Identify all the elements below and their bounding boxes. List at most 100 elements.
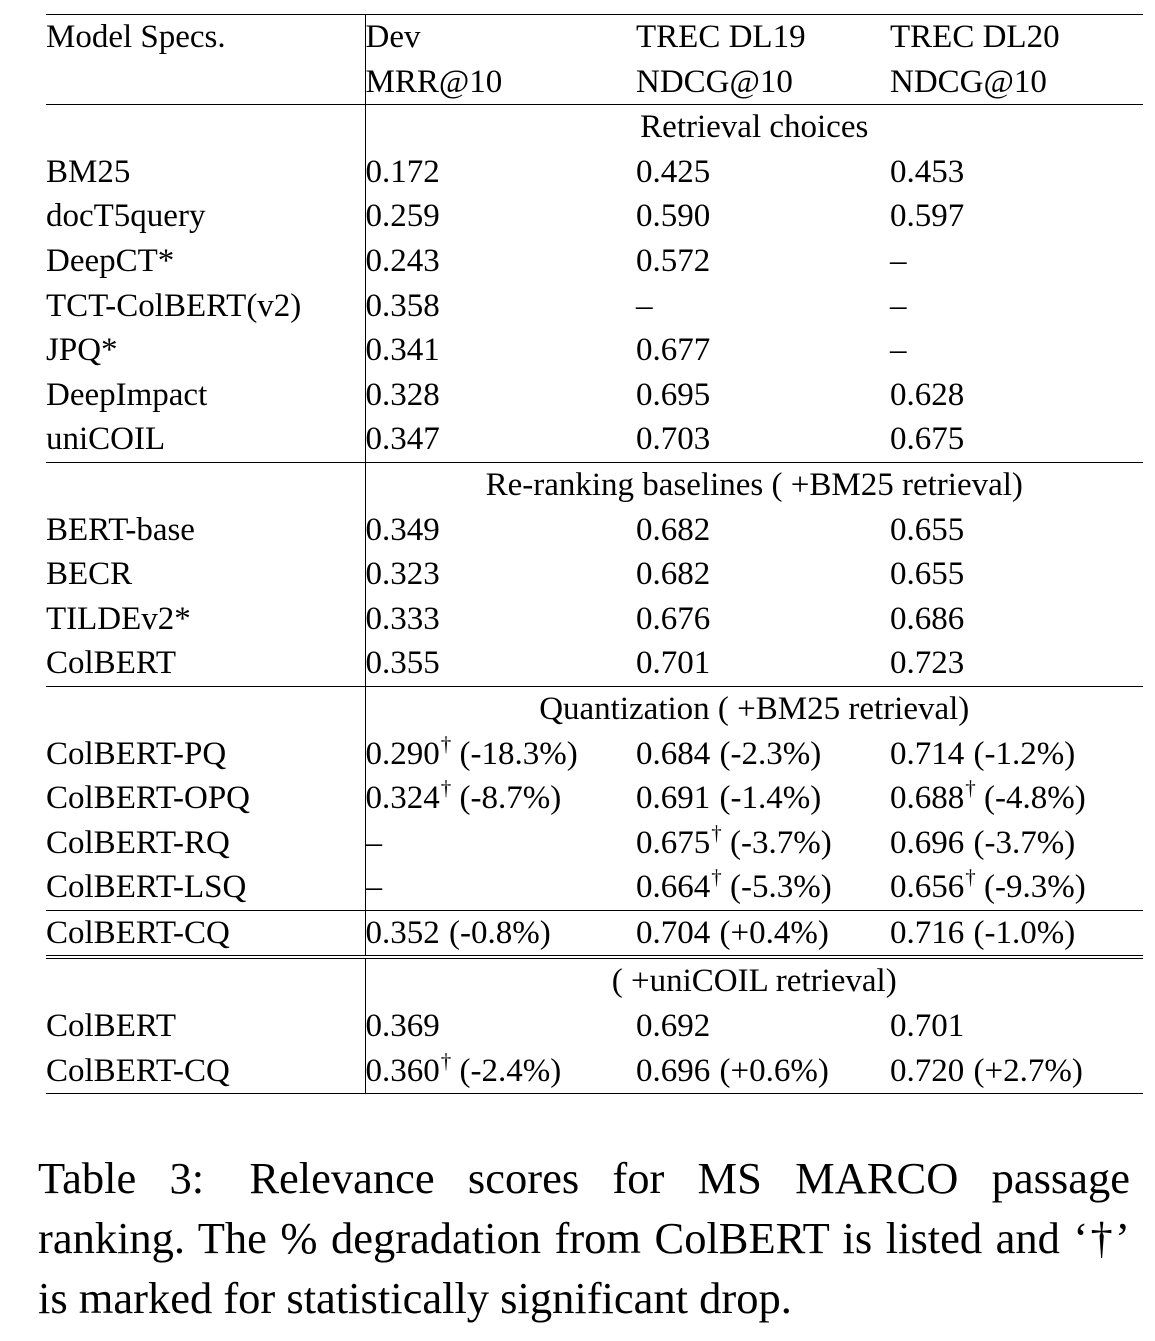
model-name: ColBERT <box>46 1004 366 1049</box>
dl19-ndcg-delta: (-1.4%) <box>719 780 822 817</box>
dl20-ndcg: – <box>890 239 1143 284</box>
section-header-row: Quantization ( +BM25 retrieval) <box>46 685 1143 732</box>
model-name: ColBERT <box>46 641 366 687</box>
table-row: docT5query 0.259 0.590 0.597 <box>46 194 1143 239</box>
dl19-ndcg-value: 0.425 <box>636 153 711 190</box>
dl19-ndcg: 0.676 <box>636 597 890 642</box>
dl19-ndcg: 0.425 <box>636 150 890 195</box>
section-header-row: ( +uniCOIL retrieval) <box>46 955 1143 1005</box>
model-name: JPQ* <box>46 328 366 373</box>
dev-mrr: 0.172 <box>365 150 636 195</box>
dl19-ndcg: 0.675† (-3.7%) <box>636 821 890 866</box>
model-name: TCT-ColBERT(v2) <box>46 283 366 329</box>
dl19-ndcg: 0.692 <box>636 1004 890 1049</box>
dl20-ndcg: 0.688† (-4.8%) <box>890 776 1143 821</box>
dl19-ndcg-value: 0.696 <box>636 1052 711 1089</box>
dl20-ndcg-value: – <box>890 332 907 369</box>
dl19-ndcg: 0.682 <box>636 508 890 553</box>
results-table: Model Specs. Dev TREC DL19 TREC DL20 MRR… <box>46 13 1143 1095</box>
dl20-ndcg: 0.686 <box>890 597 1143 642</box>
table-row: ColBERT 0.369 0.692 0.701 <box>46 1004 1143 1049</box>
dl20-ndcg: – <box>890 284 1143 329</box>
dl19-ndcg-value: 0.682 <box>636 511 711 548</box>
dl20-ndcg-value: 0.655 <box>890 556 965 593</box>
table-row: ColBERT-RQ – 0.675† (-3.7%) 0.696 (-3.7%) <box>46 820 1143 866</box>
dl20-ndcg-value: 0.688 <box>890 780 965 817</box>
dl20-ndcg-value: – <box>890 287 907 324</box>
dl19-ndcg-value: 0.676 <box>636 600 711 637</box>
model-name: BM25 <box>46 149 366 195</box>
dev-mrr: 0.324† (-8.7%) <box>365 776 636 821</box>
section-header-row: Re-ranking baselines ( +BM25 retrieval) <box>46 461 1143 508</box>
dl19-ndcg: 0.701 <box>636 641 890 686</box>
dev-mrr: 0.355 <box>365 641 636 686</box>
dl20-ndcg-value: 0.714 <box>890 735 965 772</box>
dl19-ndcg-value: 0.590 <box>636 198 711 235</box>
model-name: ColBERT-CQ <box>46 909 366 958</box>
section-spacer <box>46 685 366 732</box>
table-row: ColBERT-PQ 0.290† (-18.3%) 0.684 (-2.3%) 0.… <box>46 731 1143 777</box>
dl20-ndcg-delta: (-1.0%) <box>973 914 1076 951</box>
model-name: ColBERT-LSQ <box>46 865 366 911</box>
dev-mrr-delta: (-18.3%) <box>459 735 578 772</box>
dl20-ndcg-value: 0.701 <box>890 1008 965 1045</box>
header-empty <box>46 59 366 106</box>
dev-mrr: 0.369 <box>365 1004 636 1049</box>
dev-mrr-value: 0.369 <box>365 1008 440 1045</box>
header-trec-dl20: TREC DL20 <box>890 13 1143 60</box>
dev-mrr-value: 0.358 <box>365 287 440 324</box>
model-name: DeepCT* <box>46 238 366 284</box>
dl20-ndcg-delta: (-4.8%) <box>984 780 1086 817</box>
model-name: ColBERT-PQ <box>46 731 366 777</box>
dev-mrr-delta: (-2.4%) <box>459 1052 562 1089</box>
dev-mrr: 0.328 <box>365 373 636 418</box>
dl20-ndcg-value: 0.720 <box>890 1052 965 1089</box>
dev-mrr-value: 0.328 <box>365 376 440 413</box>
dev-mrr-significance-mark: † <box>440 776 452 801</box>
dl19-ndcg: 0.691 (-1.4%) <box>636 776 890 821</box>
table-row: uniCOIL 0.347 0.703 0.675 <box>46 417 1143 463</box>
dev-mrr: 0.259 <box>365 194 636 239</box>
dl20-ndcg-value: 0.656 <box>890 869 965 906</box>
table-row: BECR 0.323 0.682 0.655 <box>46 552 1143 597</box>
dev-mrr-value: 0.324 <box>365 780 440 817</box>
dl20-ndcg-value: 0.628 <box>890 376 965 413</box>
caption-text: Relevance scores for MS MARCO passage ra… <box>38 1153 1131 1323</box>
dl19-ndcg-value: 0.675 <box>636 824 711 861</box>
dev-mrr-value: 0.360 <box>365 1052 440 1089</box>
dl20-ndcg-value: 0.696 <box>890 824 965 861</box>
dl20-ndcg-value: 0.597 <box>890 198 965 235</box>
dev-mrr-significance-mark: † <box>440 731 452 756</box>
dev-mrr: 0.349 <box>365 508 636 553</box>
dev-mrr: 0.352 (-0.8%) <box>365 909 636 958</box>
dl19-ndcg: 0.664† (-5.3%) <box>636 865 890 910</box>
dev-mrr: 0.290† (-18.3%) <box>365 732 636 777</box>
section-title: Quantization ( +BM25 retrieval) <box>365 685 1143 732</box>
header-dev: Dev <box>365 13 636 60</box>
dev-mrr-value: 0.259 <box>365 198 440 235</box>
dev-mrr-value: 0.333 <box>365 600 440 637</box>
dev-mrr-value: 0.172 <box>365 153 440 190</box>
dl19-ndcg-delta: (-3.7%) <box>730 824 832 861</box>
dl19-ndcg-value: 0.684 <box>636 735 711 772</box>
table-row: ColBERT-OPQ 0.324† (-8.7%) 0.691 (-1.4%) 0.… <box>46 776 1143 821</box>
dl20-ndcg: – <box>890 328 1143 373</box>
dev-mrr-value: 0.243 <box>365 242 440 279</box>
dev-mrr-value: – <box>365 869 383 906</box>
dl19-ndcg-value: – <box>636 287 653 324</box>
dev-mrr: 0.347 <box>365 417 636 462</box>
header-dl20-metric: NDCG@10 <box>890 59 1143 106</box>
dl20-ndcg: 0.597 <box>890 194 1143 239</box>
dl19-ndcg-value: 0.704 <box>636 914 711 951</box>
section-title: Re-ranking baselines ( +BM25 retrieval) <box>365 461 1143 508</box>
table-row: DeepCT* 0.243 0.572 – <box>46 238 1143 284</box>
section-spacer <box>46 104 366 150</box>
dl20-ndcg: 0.714 (-1.2%) <box>890 732 1143 777</box>
dev-mrr-value: 0.352 <box>365 914 440 951</box>
dev-mrr-value: 0.355 <box>365 645 440 682</box>
table-caption: Table 3: Relevance scores for MS MARCO p… <box>38 1148 1130 1328</box>
dl19-ndcg-value: 0.703 <box>636 421 711 458</box>
dl20-ndcg: 0.701 <box>890 1004 1143 1049</box>
dev-mrr-significance-mark: † <box>440 1048 452 1073</box>
dev-mrr-value: 0.290 <box>365 735 440 772</box>
